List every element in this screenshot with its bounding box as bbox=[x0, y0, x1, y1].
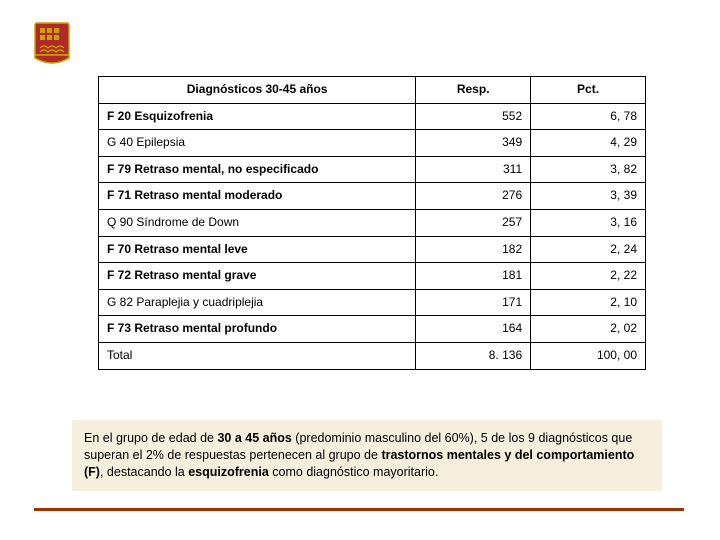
caption-bold-age: 30 a 45 años bbox=[217, 431, 291, 445]
diagnostics-table-container: Diagnósticos 30-45 años Resp. Pct. F 20 … bbox=[98, 76, 646, 370]
cell-resp: 181 bbox=[416, 263, 531, 290]
cell-pct: 3, 16 bbox=[531, 209, 646, 236]
cell-resp: 552 bbox=[416, 103, 531, 130]
table-row: F 72 Retraso mental grave1812, 22 bbox=[99, 263, 646, 290]
cell-diagnosis: F 20 Esquizofrenia bbox=[99, 103, 416, 130]
cell-pct: 4, 29 bbox=[531, 130, 646, 157]
cell-resp: 349 bbox=[416, 130, 531, 157]
cell-diagnosis: Q 90 Síndrome de Down bbox=[99, 209, 416, 236]
diagnostics-table: Diagnósticos 30-45 años Resp. Pct. F 20 … bbox=[98, 76, 646, 370]
table-row: F 79 Retraso mental, no especificado3113… bbox=[99, 156, 646, 183]
caption-seg: como diagnóstico mayoritario. bbox=[269, 465, 439, 479]
cell-diagnosis: G 82 Paraplejia y cuadriplejia bbox=[99, 289, 416, 316]
cell-diagnosis: F 72 Retraso mental grave bbox=[99, 263, 416, 290]
caption-seg: , destacando la bbox=[100, 465, 188, 479]
table-row: F 73 Retraso mental profundo1642, 02 bbox=[99, 316, 646, 343]
cell-diagnosis: F 70 Retraso mental leve bbox=[99, 236, 416, 263]
cell-pct: 2, 22 bbox=[531, 263, 646, 290]
cell-diagnosis: G 40 Epilepsia bbox=[99, 130, 416, 157]
caption-seg: En el grupo de edad de bbox=[84, 431, 217, 445]
table-row: F 20 Esquizofrenia5526, 78 bbox=[99, 103, 646, 130]
cell-pct: 3, 82 bbox=[531, 156, 646, 183]
cell-pct: 6, 78 bbox=[531, 103, 646, 130]
table-row: G 40 Epilepsia3494, 29 bbox=[99, 130, 646, 157]
cell-resp: 171 bbox=[416, 289, 531, 316]
cell-resp: 8. 136 bbox=[416, 342, 531, 369]
cell-resp: 257 bbox=[416, 209, 531, 236]
cell-pct: 3, 39 bbox=[531, 183, 646, 210]
cell-resp: 311 bbox=[416, 156, 531, 183]
cell-diagnosis: F 71 Retraso mental moderado bbox=[99, 183, 416, 210]
cell-pct: 2, 24 bbox=[531, 236, 646, 263]
caption-text: En el grupo de edad de 30 a 45 años (pre… bbox=[84, 430, 650, 481]
table-header-row: Diagnósticos 30-45 años Resp. Pct. bbox=[99, 77, 646, 104]
cell-diagnosis: F 79 Retraso mental, no especificado bbox=[99, 156, 416, 183]
cell-resp: 276 bbox=[416, 183, 531, 210]
table-row: Total8. 136100, 00 bbox=[99, 342, 646, 369]
table-row: G 82 Paraplejia y cuadriplejia1712, 10 bbox=[99, 289, 646, 316]
caption-bold-schizo: esquizofrenia bbox=[188, 465, 269, 479]
cell-resp: 182 bbox=[416, 236, 531, 263]
col-pct: Pct. bbox=[531, 77, 646, 104]
caption-box: En el grupo de edad de 30 a 45 años (pre… bbox=[72, 420, 662, 491]
col-diagnosis: Diagnósticos 30-45 años bbox=[99, 77, 416, 104]
cell-pct: 100, 00 bbox=[531, 342, 646, 369]
regional-shield-logo bbox=[34, 22, 70, 66]
cell-diagnosis: Total bbox=[99, 342, 416, 369]
table-row: F 71 Retraso mental moderado2763, 39 bbox=[99, 183, 646, 210]
bottom-separator bbox=[34, 508, 684, 511]
cell-pct: 2, 02 bbox=[531, 316, 646, 343]
cell-diagnosis: F 73 Retraso mental profundo bbox=[99, 316, 416, 343]
table-row: Q 90 Síndrome de Down2573, 16 bbox=[99, 209, 646, 236]
col-resp: Resp. bbox=[416, 77, 531, 104]
table-row: F 70 Retraso mental leve1822, 24 bbox=[99, 236, 646, 263]
cell-resp: 164 bbox=[416, 316, 531, 343]
cell-pct: 2, 10 bbox=[531, 289, 646, 316]
